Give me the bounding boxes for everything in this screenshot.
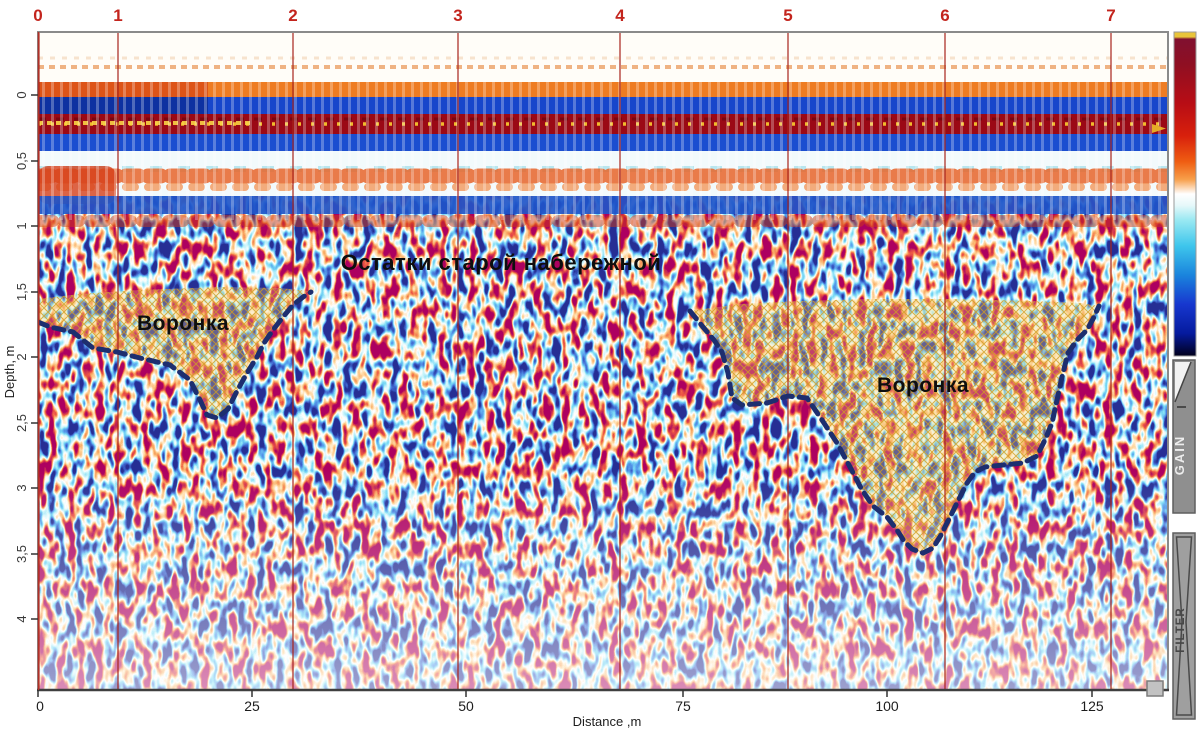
depth-tick-label: 0 [14, 91, 29, 98]
sinkhole-right-annotation: Воронка [877, 374, 969, 397]
filter-hourglass-icon [1175, 536, 1193, 716]
gain-label: GAIN [1172, 435, 1187, 476]
bottom-fade [38, 470, 1168, 690]
top-axis-label-5: 5 [783, 6, 792, 25]
distance-tick-label: 25 [244, 698, 260, 714]
gain-control[interactable]: GAIN [1172, 359, 1196, 514]
embankment-annotation: Остатки старой набережной [341, 250, 662, 275]
distance-tick-label: 100 [875, 698, 899, 714]
depth-axis: 0 0,5 1 1,5 2 2,5 3 3,5 4 Depth, m [2, 91, 38, 623]
top-axis: 0 1 2 3 4 5 6 7 [33, 6, 1115, 25]
sinkhole-left-hatch [38, 287, 308, 418]
distance-ticks [37, 690, 1093, 697]
gain-slider-track[interactable] [1172, 359, 1196, 514]
depth-tick-label: 2,5 [14, 414, 29, 432]
sinkhole-right-hatch [690, 299, 1099, 553]
trace-striping [38, 80, 1168, 220]
depth-tick-label: 1,5 [14, 283, 29, 301]
depth-tick-label: 2 [14, 353, 29, 360]
distance-axis-title: Distance ,m [573, 714, 642, 729]
filter-control[interactable]: FILTER [1172, 532, 1196, 720]
colorbar-gradient [1173, 31, 1197, 357]
top-axis-label-1: 1 [113, 6, 122, 25]
yellow-marker-arrow [1152, 124, 1166, 133]
distance-tick-label: 75 [675, 698, 691, 714]
depth-tick-label: 3 [14, 484, 29, 491]
gain-curve-line [1174, 361, 1192, 403]
distance-axis: 0 25 50 75 100 125 Distance ,m [36, 690, 1104, 729]
distance-tick-label: 0 [36, 698, 44, 714]
top-axis-label-0: 0 [33, 6, 42, 25]
filter-label: FILTER [1175, 607, 1187, 652]
sinkhole-left-outline [38, 289, 314, 421]
sinkhole-left-annotation: Воронка [137, 312, 229, 335]
resize-handle[interactable] [1146, 680, 1164, 697]
depth-tick-label: 1 [14, 222, 29, 229]
top-axis-label-7: 7 [1106, 6, 1115, 25]
sinkhole-right-outline [687, 303, 1102, 556]
top-axis-label-2: 2 [288, 6, 297, 25]
depth-tick-label: 3,5 [14, 545, 29, 563]
depth-tick-label: 4 [14, 615, 29, 622]
top-axis-label-3: 3 [453, 6, 462, 25]
depth-ticks [31, 94, 38, 620]
top-axis-label-4: 4 [615, 6, 625, 25]
distance-tick-label: 50 [458, 698, 474, 714]
depth-axis-title: Depth, m [2, 346, 17, 399]
depth-tick-label: 0,5 [14, 152, 29, 170]
top-axis-label-6: 6 [940, 6, 949, 25]
radargram-image: Остатки старой набережной Воронка Воронк… [38, 32, 1168, 690]
amplitude-colorbar [1173, 31, 1197, 357]
distance-tick-label: 125 [1080, 698, 1104, 714]
